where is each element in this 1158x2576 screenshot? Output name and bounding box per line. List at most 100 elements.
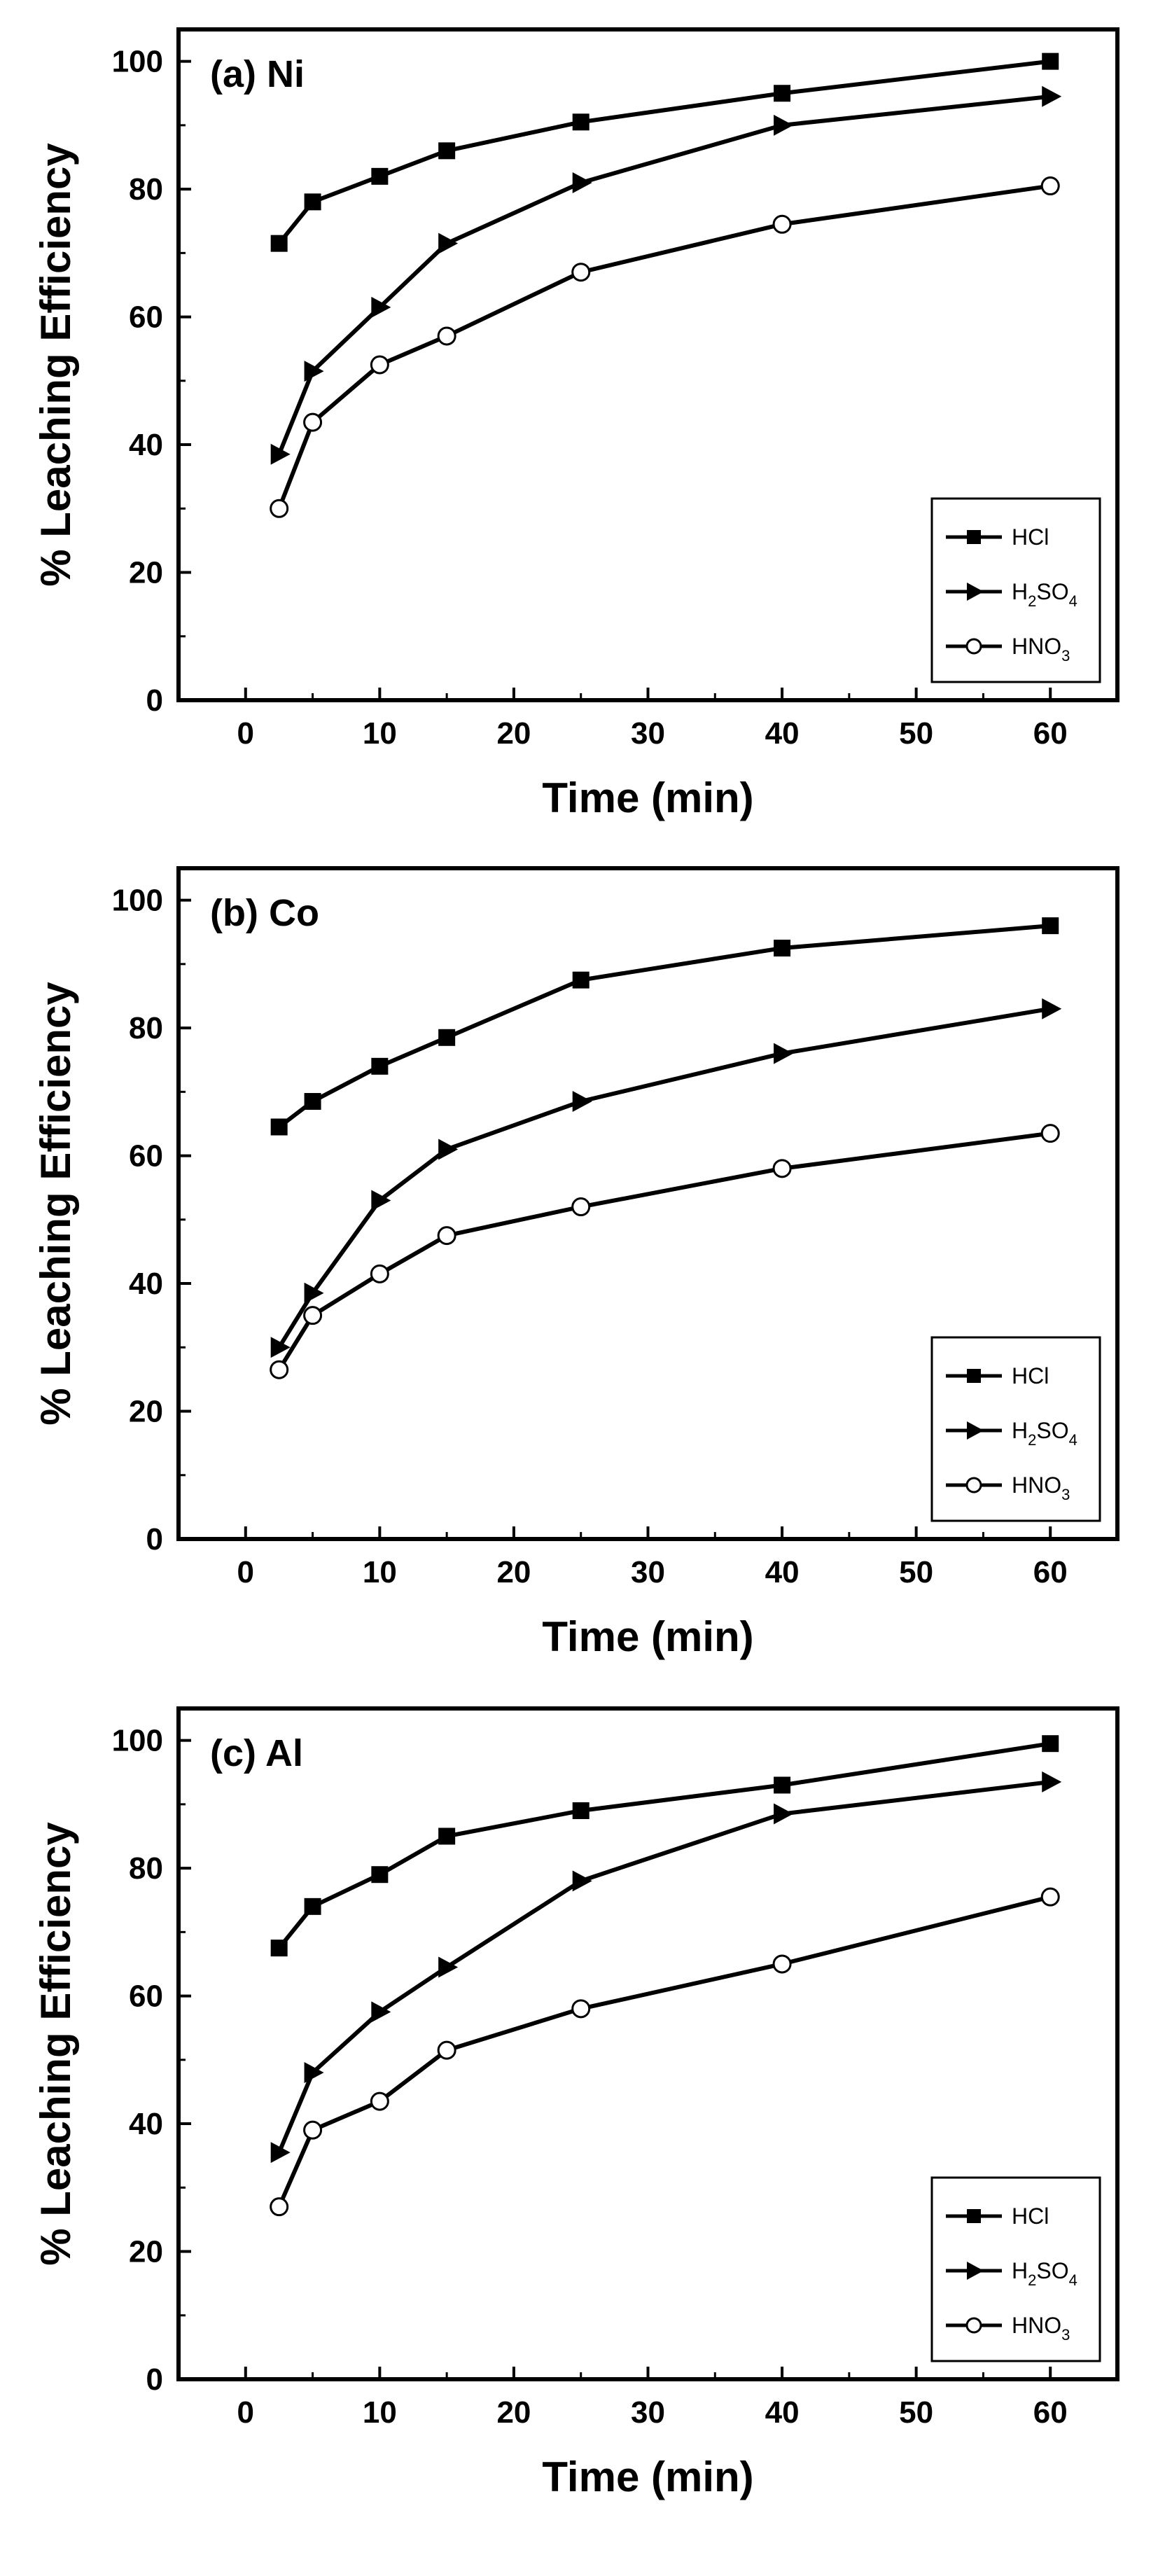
legend-marker [967,583,984,601]
data-point-hcl [774,1776,791,1794]
series-h2so4 [270,85,1062,465]
legend-marker [965,2317,982,2334]
data-point-h2so4 [270,443,291,465]
data-point-hno3 [437,326,456,346]
x-tick-label: 40 [765,2395,800,2430]
data-point-h2so4 [371,2001,391,2023]
data-point-h2so4 [270,2142,291,2164]
data-point-h2so4 [572,1870,592,1892]
y-tick-label: 80 [129,1851,163,1886]
x-tick-label: 10 [363,2395,397,2430]
data-point-hcl [774,940,791,957]
data-point-hno3 [772,1159,792,1178]
y-tick-label: 40 [129,1267,163,1301]
panel-label: (a) Ni [210,53,305,95]
data-point-h2so4 [304,361,324,382]
data-point-hcl [438,1827,456,1845]
data-point-hcl [1042,1735,1059,1753]
y-tick-label: 80 [129,1011,163,1045]
data-point-hno3 [571,1999,591,2019]
data-point-h2so4 [270,1337,291,1358]
x-tick-label: 30 [631,2395,665,2430]
legend: HCl H2SO4 HNO3 [930,497,1101,683]
data-point-hcl [304,1093,321,1111]
data-point-h2so4 [304,1282,324,1304]
series-line-h2so4 [277,1779,1051,2154]
y-tick-label: 0 [146,2362,163,2397]
y-tick-label: 40 [129,2107,163,2141]
data-point-h2so4 [774,1043,794,1064]
data-point-hno3 [1040,1887,1060,1907]
legend-entry-hno3: HNO3 [946,634,1070,664]
data-point-h2so4 [1042,1771,1062,1792]
y-tick-label: 100 [112,1724,163,1758]
data-point-hno3 [270,1360,289,1379]
series-hcl [270,1735,1059,1957]
chart-panel-2: 0 10 20 30 40 50 60 0 20 40 60 80 100 Time (min) % Lea… [32,866,1119,1660]
series-hcl [270,53,1059,252]
data-point-hno3 [772,1954,792,1974]
data-point-hno3 [370,1264,389,1283]
legend-label: HNO3 [1012,634,1070,664]
data-point-h2so4 [774,1803,794,1825]
series-line-hno3 [277,1895,1051,2208]
y-tick-label: 60 [129,1139,163,1174]
data-point-hcl [270,1118,288,1136]
chart-panel-1: 0 10 20 30 40 50 60 0 20 40 60 80 100 Time (min) % Lea… [32,27,1119,821]
series-h2so4 [270,998,1062,1358]
data-point-hno3 [303,2120,323,2140]
data-point-h2so4 [1042,85,1062,107]
panel-label: (b) Co [210,892,319,934]
y-tick-label: 20 [129,2235,163,2269]
legend-label: HNO3 [1012,2313,1070,2344]
legend-label: HCl [1012,524,1049,550]
data-point-hcl [438,142,456,160]
legend-marker [967,530,981,544]
data-point-hno3 [571,263,591,282]
x-axis-title: Time (min) [542,1613,753,1660]
data-point-hcl [371,1866,389,1884]
data-point-hcl [572,1802,590,1819]
data-point-hno3 [270,2197,289,2217]
legend-marker [965,1477,982,1494]
series-hno3 [270,1124,1060,1379]
data-point-hno3 [370,355,389,375]
legend-label: HNO3 [1012,1473,1070,1503]
x-tick-label: 40 [765,1555,800,1589]
series-hno3 [270,176,1060,518]
data-point-hcl [371,167,389,185]
data-point-h2so4 [572,172,592,193]
y-axis-title: % Leaching Efficiency [32,982,79,1426]
legend-label: H2SO4 [1012,2258,1077,2289]
legend-marker [967,2262,984,2280]
data-point-h2so4 [438,232,459,254]
data-point-hcl [304,1898,321,1915]
series-hno3 [270,1887,1060,2217]
data-point-hno3 [1040,1124,1060,1143]
series-line-hcl [277,1741,1051,1950]
data-point-h2so4 [572,1091,592,1113]
y-tick-label: 20 [129,1395,163,1429]
data-point-hno3 [571,1197,591,1217]
data-point-hcl [270,1940,288,1957]
legend-label: H2SO4 [1012,579,1077,610]
series-h2so4 [270,1771,1062,2164]
legend-entry-hno3: HNO3 [946,1473,1070,1503]
legend-marker [967,1421,984,1440]
legend-entry-h2so4: H2SO4 [946,579,1077,610]
x-tick-label: 0 [237,716,254,751]
x-tick-label: 60 [1033,1555,1068,1589]
series-hcl [270,917,1059,1136]
x-tick-label: 50 [899,2395,933,2430]
y-tick-label: 20 [129,556,163,590]
data-point-h2so4 [371,296,391,318]
y-tick-label: 100 [112,884,163,918]
legend-marker [967,2209,981,2223]
panel-label: (c) Al [210,1732,303,1774]
data-point-hno3 [437,2040,456,2060]
x-tick-label: 0 [237,1555,254,1589]
legend-label: HCl [1012,2203,1049,2229]
x-tick-label: 30 [631,716,665,751]
data-point-hcl [304,193,321,211]
